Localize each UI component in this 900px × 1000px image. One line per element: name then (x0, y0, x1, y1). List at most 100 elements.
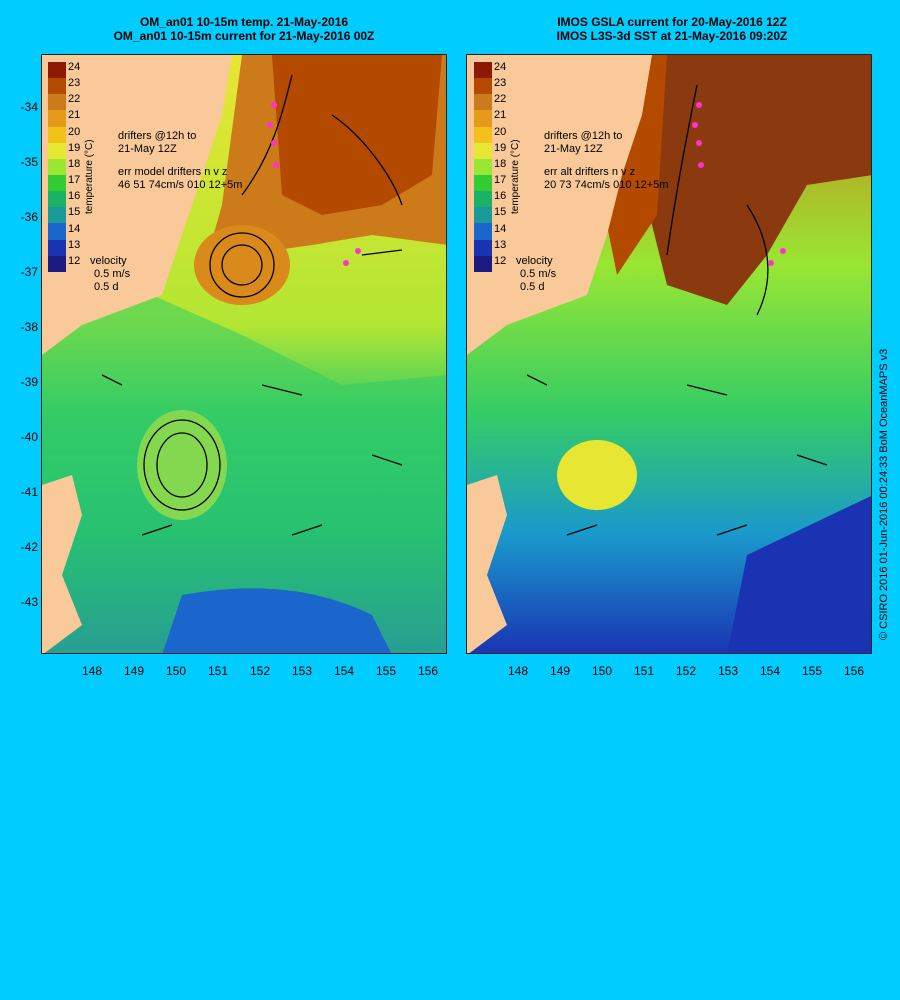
colorbar-segment (474, 191, 492, 208)
colorbar-tick-label: 20 (494, 125, 507, 138)
colorbar-tick-label: 14 (494, 222, 507, 235)
colorbar-tick-label: 23 (494, 77, 507, 90)
colorbar-segment (474, 78, 492, 95)
x-tick-label: 150 (165, 664, 187, 678)
colorbar-segment (48, 142, 66, 159)
current-vectors (101, 74, 403, 536)
right-velocity-legend: velocity 0.5 m/s 0.5 d (516, 255, 556, 294)
colorbar-tick-label: 13 (494, 238, 507, 251)
y-tick-label: -34 (20, 100, 38, 114)
y-tick-label: -42 (20, 540, 38, 554)
x-tick-label: 153 (717, 664, 739, 678)
left-velocity-legend: velocity 0.5 m/s 0.5 d (90, 255, 130, 294)
colorbar-tick-label: 17 (494, 174, 507, 187)
warm-core-eddy-south (557, 440, 637, 510)
colorbar-segment (48, 78, 66, 95)
colorbar-segment (474, 255, 492, 272)
land-mainland (467, 55, 652, 355)
y-tick-label: -36 (20, 210, 38, 224)
right-colorbar-title: temperature (°C) (510, 139, 521, 214)
x-tick-label: 155 (375, 664, 397, 678)
left-panel-title: OM_an01 10-15m temp. 21-May-2016 OM_an01… (44, 15, 444, 43)
left-colorbar (48, 62, 66, 272)
right-colorbar (474, 62, 492, 272)
y-tick-label: -35 (20, 155, 38, 169)
colorbar-segment (48, 255, 66, 272)
x-tick-label: 154 (333, 664, 355, 678)
right-drifters-label1: drifters @12h to (544, 130, 623, 142)
colorbar-segment (48, 191, 66, 208)
left-title-line2: OM_an01 10-15m current for 21-May-2016 0… (113, 29, 375, 43)
colorbar-tick-label: 12 (68, 254, 81, 267)
colorbar-tick-label: 22 (68, 93, 81, 106)
warm-eddy (194, 225, 290, 305)
right-err-annotation: err alt drifters n v z 20 73 74cm/s 010 … (544, 166, 668, 192)
right-drifters-annotation: drifters @12h to 21-May 12Z (544, 130, 622, 156)
cold-water-east (727, 495, 871, 653)
colorbar-tick-label: 22 (494, 93, 507, 106)
left-map-panel[interactable] (41, 54, 447, 654)
colorbar-tick-label: 16 (68, 190, 81, 203)
colorbar-segment (474, 62, 492, 79)
colorbar-tick-label: 13 (68, 238, 81, 251)
cool-water (42, 295, 446, 653)
right-title-line2: IMOS L3S-3d SST at 21-May-2016 09:20Z (556, 29, 788, 43)
colorbar-tick-label: 18 (494, 157, 507, 170)
right-velocity-scale2: 0.5 d (520, 281, 545, 293)
x-tick-label: 155 (801, 664, 823, 678)
right-velocity-scale1: 0.5 m/s (520, 268, 557, 280)
current-vectors (526, 84, 828, 536)
x-tick-label: 149 (123, 664, 145, 678)
colorbar-segment (48, 158, 66, 175)
left-map-svg (42, 55, 446, 653)
x-tick-label: 150 (591, 664, 613, 678)
colorbar-segment (474, 174, 492, 192)
drifter-markers (267, 102, 361, 266)
colorbar-tick-label: 19 (68, 141, 81, 154)
x-tick-label: 156 (417, 664, 439, 678)
x-tick-label: 156 (843, 664, 865, 678)
left-err-label2: 46 51 74cm/s 010 12+5m (118, 179, 243, 191)
land-mainland (42, 55, 232, 355)
right-title-line1: IMOS GSLA current for 20-May-2016 12Z (557, 15, 787, 29)
cold-water-south (162, 588, 391, 653)
y-tick-label: -37 (20, 265, 38, 279)
left-title-line1: OM_an01 10-15m temp. 21-May-2016 (139, 15, 349, 29)
colorbar-tick-label: 19 (494, 141, 507, 154)
right-map-svg (467, 55, 871, 653)
left-drifters-label2: 21-May 12Z (118, 143, 177, 155)
right-velocity-label: velocity (516, 255, 553, 267)
colorbar-segment (48, 62, 66, 79)
x-tick-label: 151 (207, 664, 229, 678)
drifter-markers (692, 102, 786, 266)
y-tick-label: -38 (20, 320, 38, 334)
y-tick-label: -41 (20, 485, 38, 499)
x-tick-label: 148 (507, 664, 529, 678)
colorbar-segment (48, 174, 66, 192)
colorbar-tick-label: 15 (68, 206, 81, 219)
right-err-label1: err alt drifters n v z (544, 166, 636, 178)
y-tick-label: -43 (20, 595, 38, 609)
land-tasmania (42, 475, 82, 653)
colorbar-segment (474, 223, 492, 240)
colorbar-tick-label: 24 (68, 61, 81, 73)
right-panel-title: IMOS GSLA current for 20-May-2016 12Z IM… (472, 15, 872, 43)
colorbar-tick-label: 15 (494, 206, 507, 219)
warmest-water (272, 55, 442, 215)
left-err-label1: err model drifters n v z (118, 166, 228, 178)
colorbar-segment (474, 239, 492, 256)
colorbar-tick-label: 21 (494, 109, 507, 122)
x-tick-label: 151 (633, 664, 655, 678)
colorbar-segment (48, 126, 66, 143)
right-map-panel[interactable] (466, 54, 872, 654)
left-velocity-scale2: 0.5 d (94, 281, 119, 293)
colorbar-segment (474, 126, 492, 143)
colorbar-segment (48, 110, 66, 127)
left-velocity-label: velocity (90, 255, 127, 267)
y-tick-label: -39 (20, 375, 38, 389)
colorbar-segment (474, 110, 492, 127)
x-tick-label: 149 (549, 664, 571, 678)
x-tick-label: 152 (675, 664, 697, 678)
left-velocity-scale1: 0.5 m/s (94, 268, 131, 280)
colorbar-segment (48, 223, 66, 240)
